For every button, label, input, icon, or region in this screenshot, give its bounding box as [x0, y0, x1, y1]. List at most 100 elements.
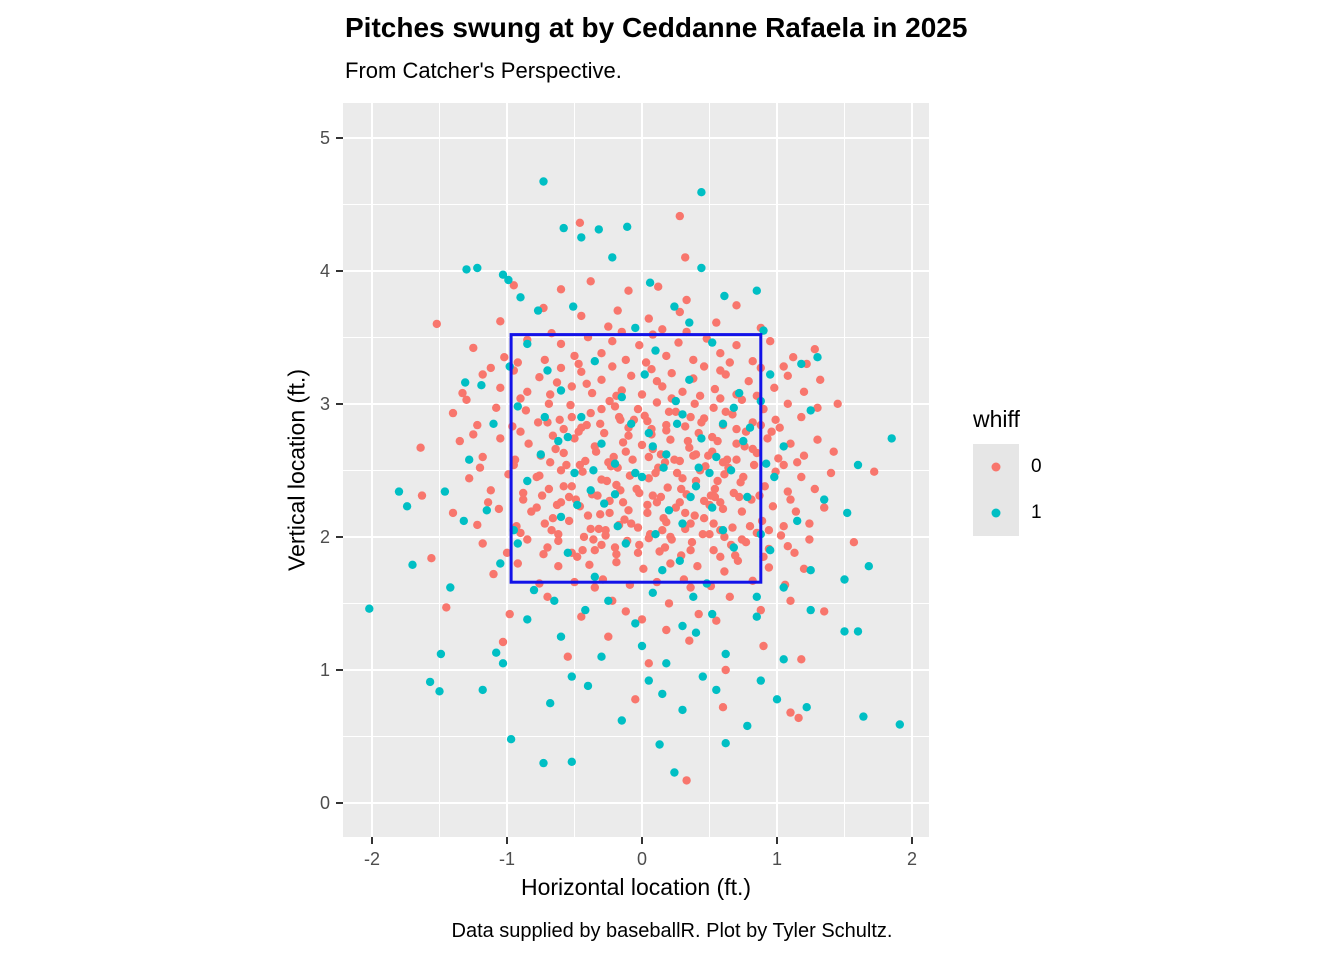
- scatter-point: [591, 447, 601, 456]
- major-gridline: [506, 103, 508, 837]
- major-gridline: [641, 103, 643, 837]
- scatter-point: [563, 432, 572, 442]
- scatter-point: [600, 499, 609, 508]
- scatter-point: [536, 450, 545, 459]
- scatter-point: [779, 460, 788, 470]
- scatter-point: [662, 426, 671, 435]
- scatter-point: [720, 470, 729, 479]
- scatter-point: [678, 474, 687, 483]
- scatter-point: [440, 487, 450, 496]
- y-tick-mark: [336, 136, 343, 139]
- scatter-point: [779, 362, 788, 371]
- scatter-point: [670, 302, 679, 311]
- scatter-point: [483, 498, 493, 507]
- scatter-point: [709, 519, 718, 528]
- scatter-point: [617, 716, 626, 725]
- y-tick-mark: [336, 402, 343, 405]
- scatter-point: [709, 403, 718, 412]
- minor-gridline: [343, 203, 929, 205]
- scatter-point: [623, 222, 632, 231]
- points-whiff-0: [416, 211, 879, 785]
- scatter-point: [621, 607, 630, 616]
- scatter-point: [569, 302, 578, 311]
- scatter-point: [544, 399, 554, 408]
- scatter-point: [820, 503, 829, 512]
- scatter-point: [820, 495, 829, 504]
- scatter-point: [710, 384, 720, 394]
- scatter-point: [589, 466, 598, 475]
- x-tick-label: 0: [636, 849, 647, 869]
- scatter-point: [567, 757, 576, 766]
- scatter-point: [786, 495, 795, 504]
- scatter-point: [427, 554, 436, 563]
- scatter-point: [820, 607, 829, 616]
- scatter-point: [725, 358, 734, 367]
- scatter-point: [610, 459, 620, 468]
- scatter-point: [556, 466, 566, 475]
- scatter-point: [605, 508, 614, 518]
- scatter-point: [670, 455, 679, 464]
- x-tick-mark: [506, 837, 508, 844]
- x-axis-title: Horizontal location (ft.): [520, 874, 752, 900]
- scatter-point: [559, 482, 568, 491]
- scatter-point: [648, 442, 657, 451]
- scatter-point: [448, 508, 458, 518]
- scatter-point: [689, 592, 698, 601]
- scatter-point: [548, 431, 558, 440]
- scatter-point: [749, 460, 759, 470]
- scatter-point: [672, 468, 682, 478]
- scatter-point: [728, 523, 737, 532]
- scatter-point: [666, 435, 675, 444]
- scatter-point: [478, 452, 487, 462]
- scatter-point: [737, 507, 747, 516]
- scatter-point: [752, 612, 761, 621]
- scatter-point: [716, 349, 725, 358]
- scatter-point: [829, 447, 838, 456]
- scatter-point: [652, 398, 662, 407]
- scatter-point: [772, 695, 782, 704]
- scatter-point: [813, 435, 822, 444]
- scatter-point: [744, 377, 753, 386]
- scatter-point: [504, 275, 513, 285]
- scatter-point: [697, 263, 706, 273]
- scatter-point: [523, 387, 532, 396]
- y-tick-mark: [336, 269, 343, 272]
- scatter-point: [791, 507, 801, 516]
- scatter-point: [590, 572, 599, 581]
- scatter-point: [651, 530, 660, 539]
- scatter-point: [540, 355, 549, 365]
- scatter-point: [736, 478, 745, 487]
- scatter-point: [766, 370, 775, 379]
- scatter-point: [627, 519, 636, 528]
- scatter-point: [721, 739, 730, 748]
- scatter-point: [786, 596, 795, 605]
- scatter-point: [425, 677, 435, 687]
- scatter-point: [685, 443, 694, 452]
- scatter-point: [699, 362, 709, 371]
- scatter-point: [810, 345, 819, 354]
- scatter-point: [716, 394, 725, 403]
- scatter-point: [658, 526, 667, 535]
- scatter-point: [698, 672, 707, 681]
- scatter-point: [532, 472, 541, 482]
- scatter-point: [478, 370, 487, 379]
- scatter-point: [564, 516, 574, 526]
- scatter-point: [779, 442, 788, 451]
- scatter-point: [771, 415, 780, 424]
- minor-gridline: [343, 336, 929, 338]
- scatter-point: [486, 486, 495, 495]
- scatter-point: [552, 378, 562, 387]
- scatter-point: [473, 420, 482, 430]
- scatter-point: [593, 491, 602, 500]
- legend-key-whiff-0: [973, 444, 1019, 490]
- scatter-point: [458, 388, 467, 398]
- minor-gridline: [343, 736, 929, 738]
- scatter-point: [608, 362, 617, 371]
- scatter-point: [610, 402, 620, 411]
- scatter-point: [647, 365, 656, 374]
- scatter-point: [586, 277, 595, 286]
- scatter-point: [652, 377, 662, 386]
- scatter-point: [559, 223, 568, 233]
- scatter-point: [597, 540, 606, 550]
- scatter-point: [799, 451, 809, 460]
